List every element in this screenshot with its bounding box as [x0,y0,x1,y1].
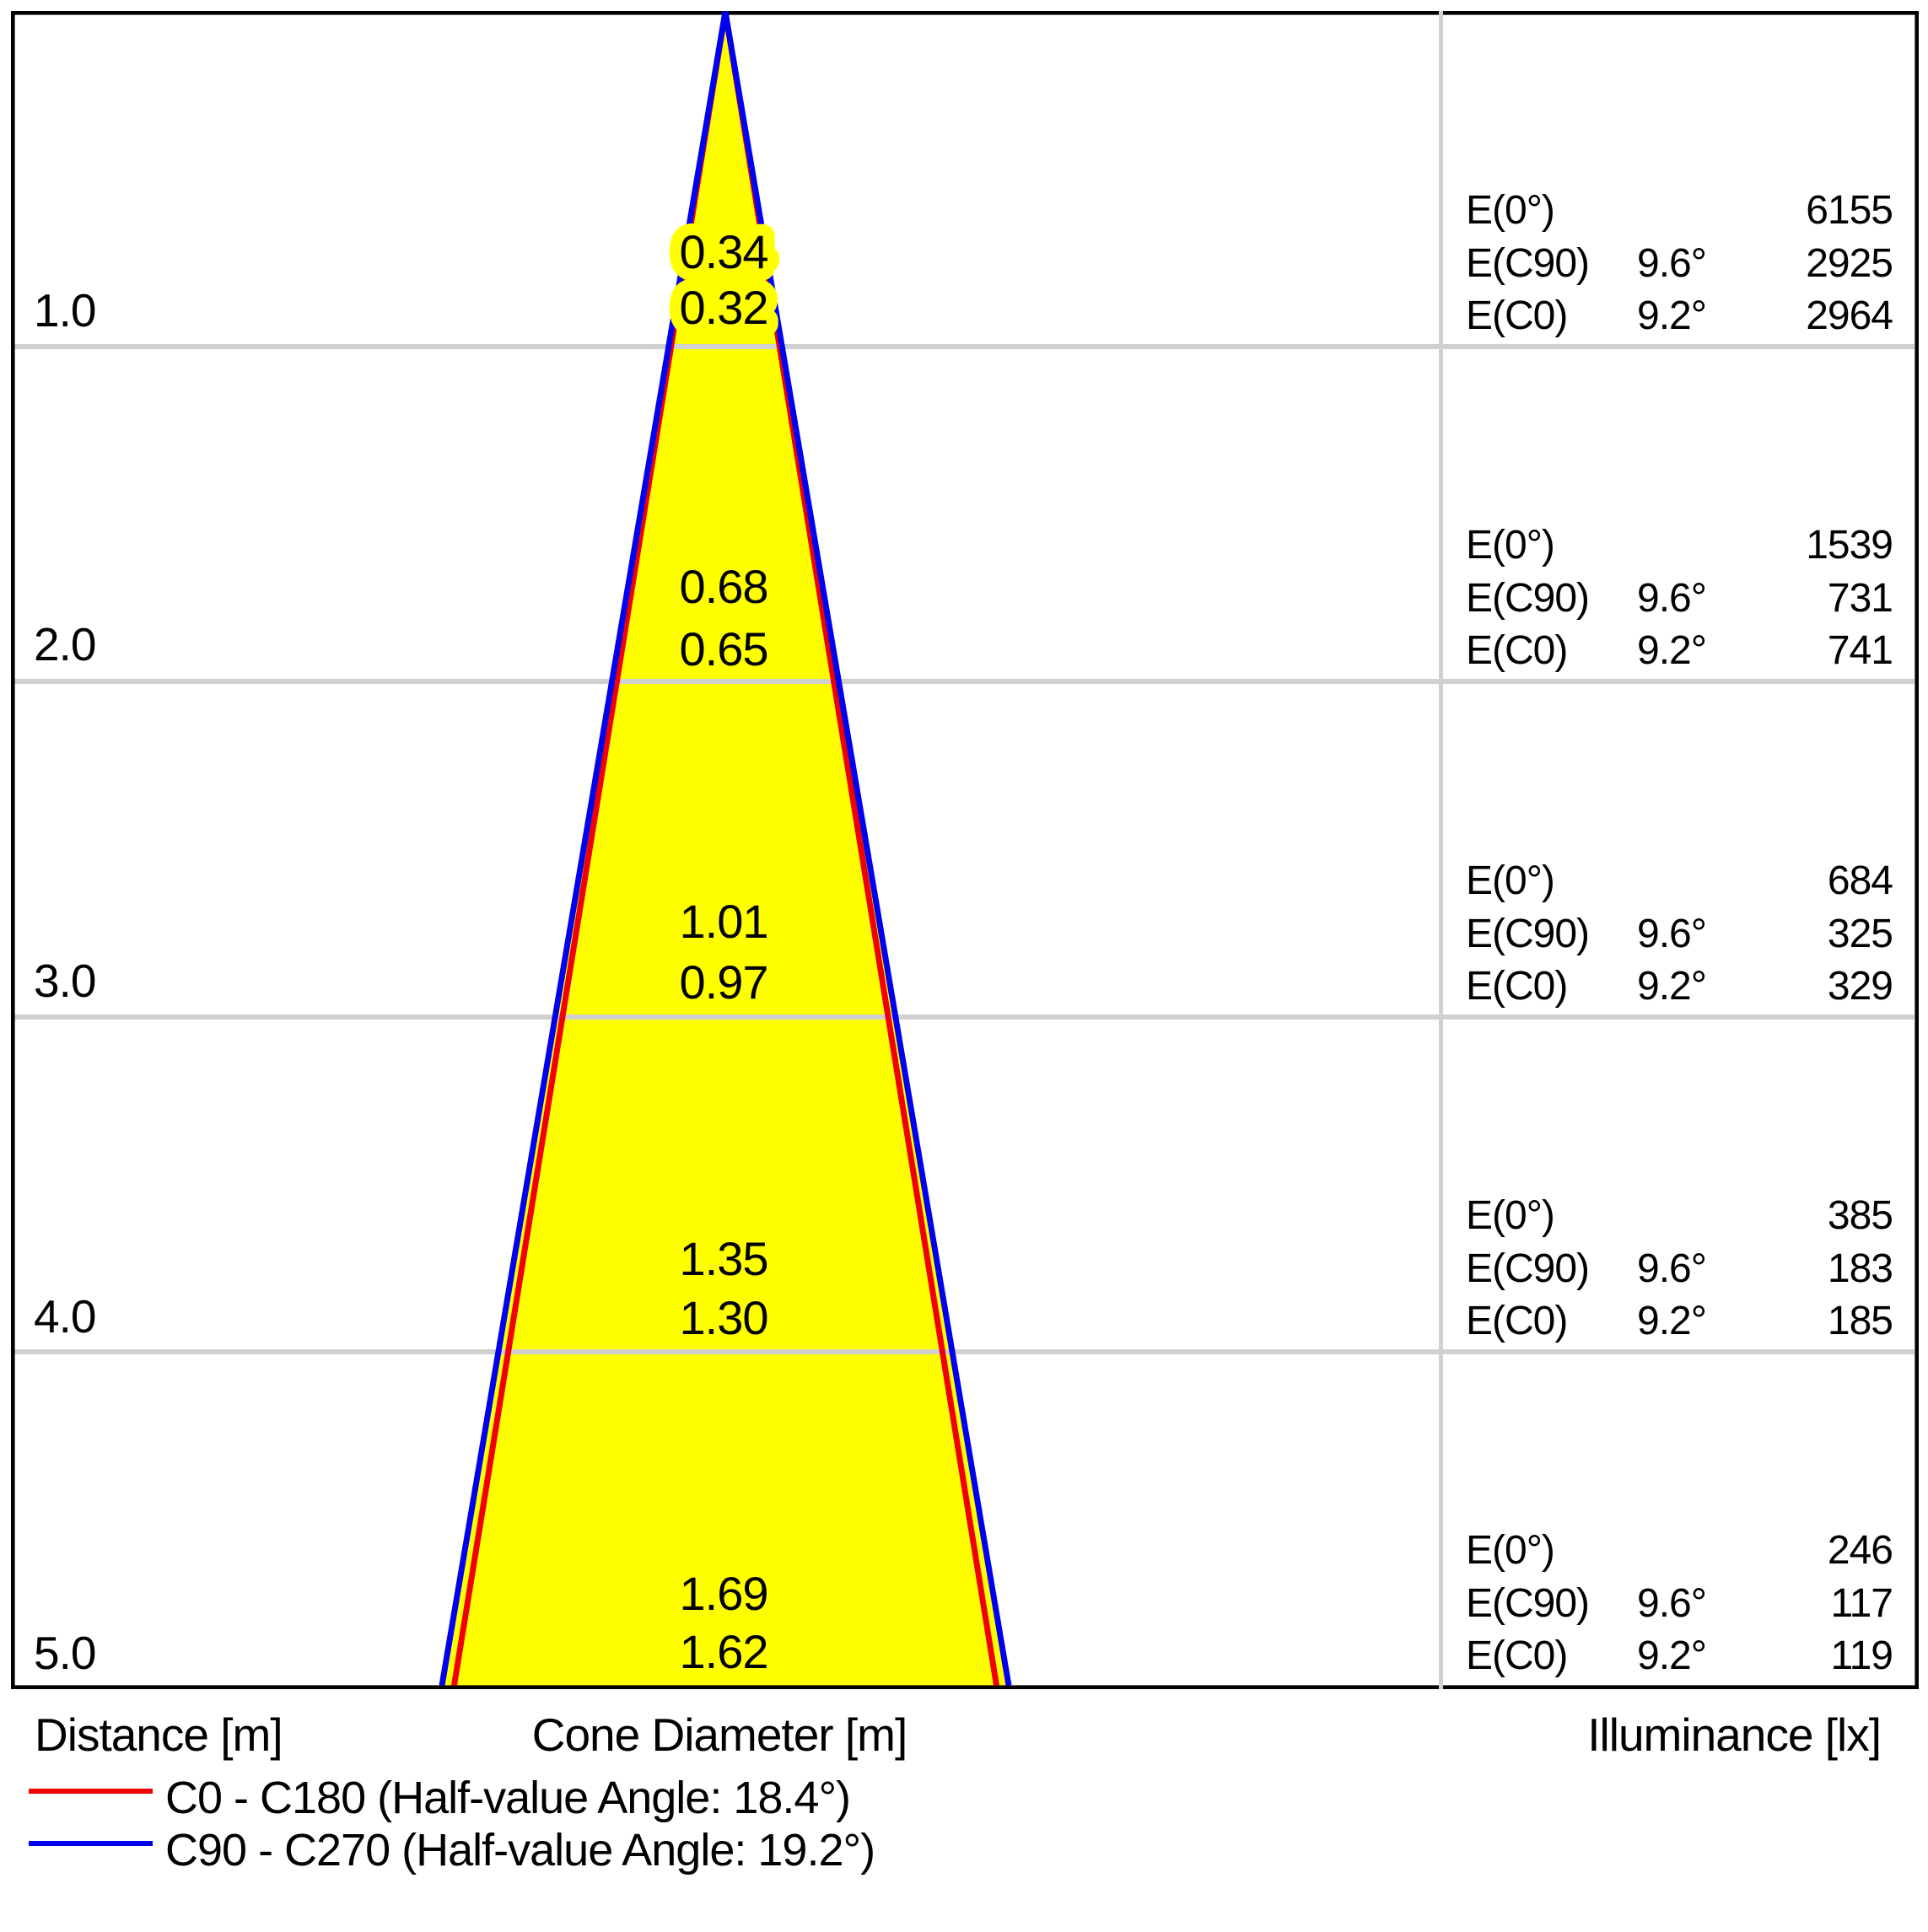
svg-text:9.6°: 9.6° [1637,576,1706,621]
svg-text:385: 385 [1828,1193,1893,1238]
svg-text:9.6°: 9.6° [1637,1246,1706,1291]
svg-text:0.97: 0.97 [680,955,768,1009]
svg-text:2.0: 2.0 [34,618,95,670]
svg-text:9.2°: 9.2° [1637,628,1706,673]
svg-text:0.68: 0.68 [680,560,768,613]
svg-text:5.0: 5.0 [34,1627,95,1679]
svg-text:1.62: 1.62 [680,1625,768,1678]
svg-text:1.30: 1.30 [680,1291,768,1344]
svg-text:183: 183 [1828,1246,1893,1291]
svg-text:0.97: 0.97 [680,955,768,1009]
svg-text:C0 - C180 (Half-value Angle: 1: C0 - C180 (Half-value Angle: 18.4°) [165,1773,850,1823]
svg-text:1.30: 1.30 [680,1291,768,1344]
svg-text:117: 117 [1830,1581,1893,1626]
svg-text:9.2°: 9.2° [1637,1299,1706,1343]
svg-text:9.2°: 9.2° [1637,964,1706,1009]
svg-text:0.34: 0.34 [680,225,768,278]
svg-text:0.32: 0.32 [680,281,768,334]
svg-text:4.0: 4.0 [34,1290,95,1343]
svg-text:0.65: 0.65 [680,622,768,675]
svg-text:E(C90): E(C90) [1466,912,1589,956]
svg-text:119: 119 [1830,1633,1893,1678]
svg-text:9.6°: 9.6° [1637,912,1706,956]
svg-text:Illuminance [lx]: Illuminance [lx] [1587,1709,1881,1761]
svg-text:684: 684 [1828,858,1893,903]
svg-text:0.65: 0.65 [680,622,768,675]
svg-text:E(0°): E(0°) [1466,858,1554,903]
svg-text:1539: 1539 [1806,523,1893,568]
svg-text:0.34: 0.34 [680,225,768,278]
svg-text:1.35: 1.35 [680,1232,768,1285]
svg-text:E(C0): E(C0) [1466,1299,1567,1343]
svg-text:1.01: 1.01 [680,895,768,948]
svg-text:9.2°: 9.2° [1637,293,1706,338]
svg-text:2964: 2964 [1806,293,1893,338]
svg-text:1.62: 1.62 [680,1625,768,1678]
svg-text:E(C90): E(C90) [1466,1581,1589,1626]
svg-text:E(C90): E(C90) [1466,1246,1589,1291]
svg-text:185: 185 [1828,1299,1893,1343]
svg-text:E(C90): E(C90) [1466,241,1589,286]
svg-text:Distance [m]: Distance [m] [35,1709,283,1761]
svg-text:E(0°): E(0°) [1466,523,1554,568]
svg-text:6155: 6155 [1806,188,1893,233]
svg-text:E(0°): E(0°) [1466,1193,1554,1238]
svg-text:E(C0): E(C0) [1466,964,1567,1009]
svg-text:1.01: 1.01 [680,895,768,948]
svg-text:E(C0): E(C0) [1466,628,1567,673]
svg-text:741: 741 [1828,628,1893,673]
svg-text:0.68: 0.68 [680,560,768,613]
svg-text:9.6°: 9.6° [1637,241,1706,286]
svg-text:1.0: 1.0 [34,284,95,336]
svg-text:329: 329 [1828,964,1893,1009]
svg-text:E(C90): E(C90) [1466,576,1589,621]
svg-text:C90 - C270 (Half-value Angle:: C90 - C270 (Half-value Angle: 19.2°) [165,1825,875,1875]
svg-text:1.69: 1.69 [680,1567,768,1620]
svg-text:1.35: 1.35 [680,1232,768,1285]
svg-text:E(C0): E(C0) [1466,293,1567,338]
svg-text:325: 325 [1828,912,1893,956]
svg-text:1.69: 1.69 [680,1567,768,1620]
svg-text:0.32: 0.32 [680,281,768,334]
svg-text:Cone Diameter [m]: Cone Diameter [m] [532,1709,907,1761]
svg-text:E(0°): E(0°) [1466,188,1554,233]
svg-text:E(0°): E(0°) [1466,1528,1554,1573]
svg-text:3.0: 3.0 [34,955,95,1007]
svg-text:731: 731 [1828,576,1893,621]
svg-text:E(C0): E(C0) [1466,1633,1567,1678]
svg-text:9.6°: 9.6° [1637,1581,1706,1626]
svg-text:9.2°: 9.2° [1637,1633,1706,1678]
svg-text:246: 246 [1828,1528,1893,1573]
svg-text:2925: 2925 [1806,241,1893,286]
